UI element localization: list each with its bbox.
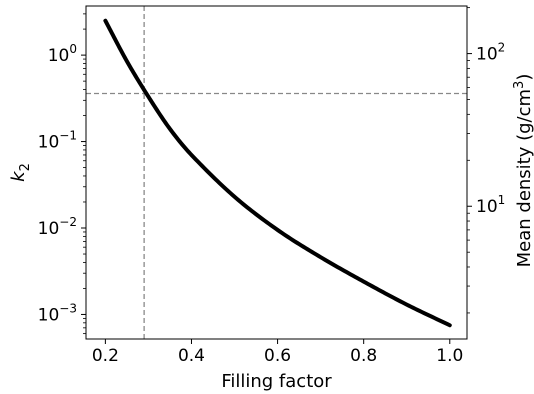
plot-frame xyxy=(85,5,468,340)
right-tick-label: 101 xyxy=(476,193,505,217)
right-y-axis-label: Mean density (g/cm3) xyxy=(512,74,534,268)
x-axis-ticks: 0.2 0.4 0.6 0.8 1.0 xyxy=(92,339,463,366)
right-axis-ticks: 102 101 xyxy=(467,7,505,314)
x-tick-label: 0.8 xyxy=(350,346,377,366)
left-tick-label: 10−1 xyxy=(38,129,77,153)
reference-lines xyxy=(86,6,467,339)
left-tick-label: 10−2 xyxy=(38,215,77,239)
left-axis-ticks: 100 10−1 10−2 10−3 xyxy=(38,13,86,335)
x-axis-label: Filling factor xyxy=(221,371,332,392)
x-tick-label: 1.0 xyxy=(436,346,463,366)
x-tick-label: 0.6 xyxy=(264,346,291,366)
x-tick-label: 0.4 xyxy=(178,346,205,366)
x-tick-label: 0.2 xyxy=(92,346,119,366)
left-tick-label: 10−3 xyxy=(38,301,77,325)
series-line-0 xyxy=(103,18,452,328)
right-tick-label: 102 xyxy=(476,41,505,65)
series-layer xyxy=(103,18,452,328)
left-y-axis-label: k2 xyxy=(8,163,33,182)
left-tick-label: 100 xyxy=(48,42,77,66)
